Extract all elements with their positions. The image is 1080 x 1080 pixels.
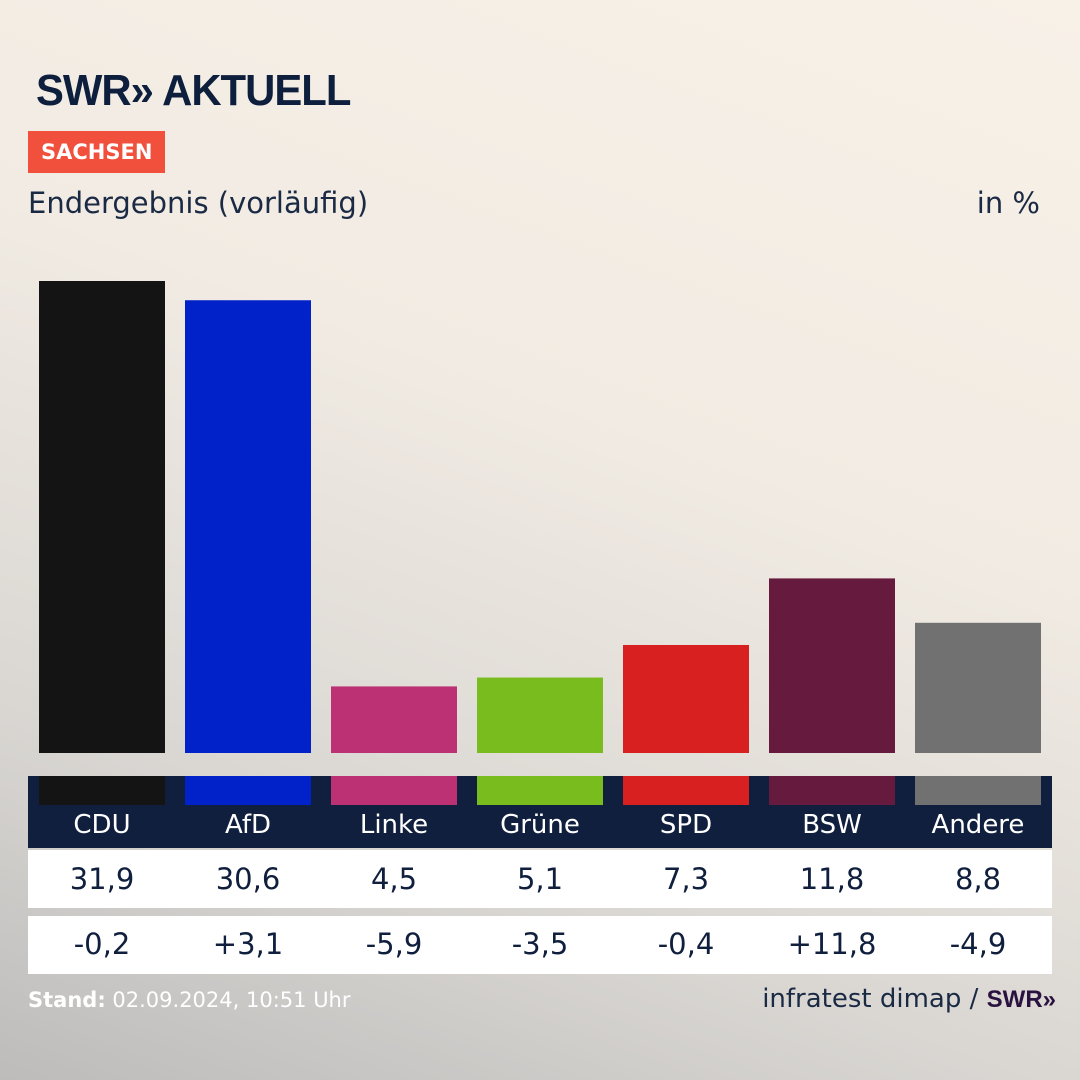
- change-label: -0,4: [657, 927, 715, 961]
- change-label: -3,5: [511, 927, 569, 961]
- value-label: 11,8: [799, 862, 865, 896]
- results-row: [28, 850, 1052, 908]
- change-label: +3,1: [212, 927, 284, 961]
- value-label: 7,3: [662, 862, 710, 896]
- value-label: 30,6: [215, 862, 281, 896]
- party-label: Linke: [359, 810, 429, 840]
- source-text: infratest dimap /: [762, 984, 979, 1014]
- change-label: -4,9: [949, 927, 1007, 961]
- party-label: AfD: [224, 810, 272, 840]
- color-swatch: [623, 776, 749, 805]
- bar-chart: [39, 281, 1041, 805]
- unit-label: in %: [976, 186, 1040, 220]
- change-label: +11,8: [787, 927, 877, 961]
- party-label: Andere: [931, 810, 1025, 840]
- party-label: BSW: [802, 810, 862, 840]
- bar-linke: [331, 686, 457, 753]
- color-swatch: [477, 776, 603, 805]
- swr-aktuell-logo: SWR» AKTUELL: [36, 66, 351, 115]
- timestamp: Stand: 02.09.2024, 10:51 Uhr: [28, 988, 351, 1012]
- swr-logo: SWR»: [986, 986, 1056, 1013]
- party-label: Grüne: [500, 810, 580, 840]
- stand-value: 02.09.2024, 10:51 Uhr: [112, 988, 351, 1012]
- source-credit: infratest dimap / SWR»: [762, 984, 1056, 1014]
- color-swatch: [185, 776, 311, 805]
- value-label: 5,1: [516, 862, 564, 896]
- color-swatch: [769, 776, 895, 805]
- change-row: [28, 916, 1052, 974]
- change-label: -0,2: [73, 927, 131, 961]
- color-swatch: [915, 776, 1041, 805]
- bar-bsw: [769, 578, 895, 753]
- color-swatch: [39, 776, 165, 805]
- bar-spd: [623, 644, 749, 753]
- party-label: CDU: [73, 810, 131, 840]
- value-label: 4,5: [370, 862, 418, 896]
- value-label: 8,8: [954, 862, 1002, 896]
- bar-afd: [185, 300, 311, 753]
- bar-andere: [915, 622, 1041, 753]
- party-label: SPD: [659, 810, 713, 840]
- stand-label: Stand:: [28, 988, 106, 1012]
- bar-grüne: [477, 677, 603, 753]
- value-label: 31,9: [69, 862, 135, 896]
- bar-cdu: [39, 281, 165, 753]
- chart-subtitle: Endergebnis (vorläufig): [28, 186, 369, 220]
- color-swatch: [331, 776, 457, 805]
- change-label: -5,9: [365, 927, 423, 961]
- region-badge: SACHSEN: [28, 131, 166, 173]
